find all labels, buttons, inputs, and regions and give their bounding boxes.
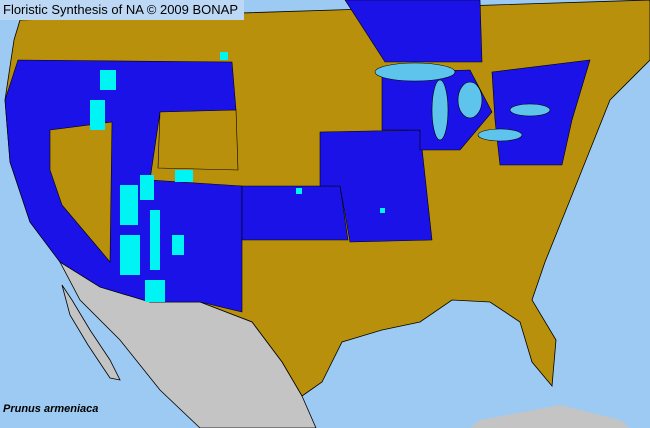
present-kansas	[241, 185, 349, 241]
absent-wyoming	[157, 109, 239, 171]
cuba-region	[470, 405, 630, 428]
absent-nevada	[49, 121, 113, 263]
species-name: Prunus armeniaca	[3, 403, 99, 415]
baja-region	[61, 284, 121, 381]
great-lakes	[374, 62, 551, 142]
highlight-counties	[90, 52, 385, 302]
present-canada	[344, 0, 483, 63]
map-title: Floristic Synthesis of NA © 2009 BONAP	[0, 0, 245, 20]
